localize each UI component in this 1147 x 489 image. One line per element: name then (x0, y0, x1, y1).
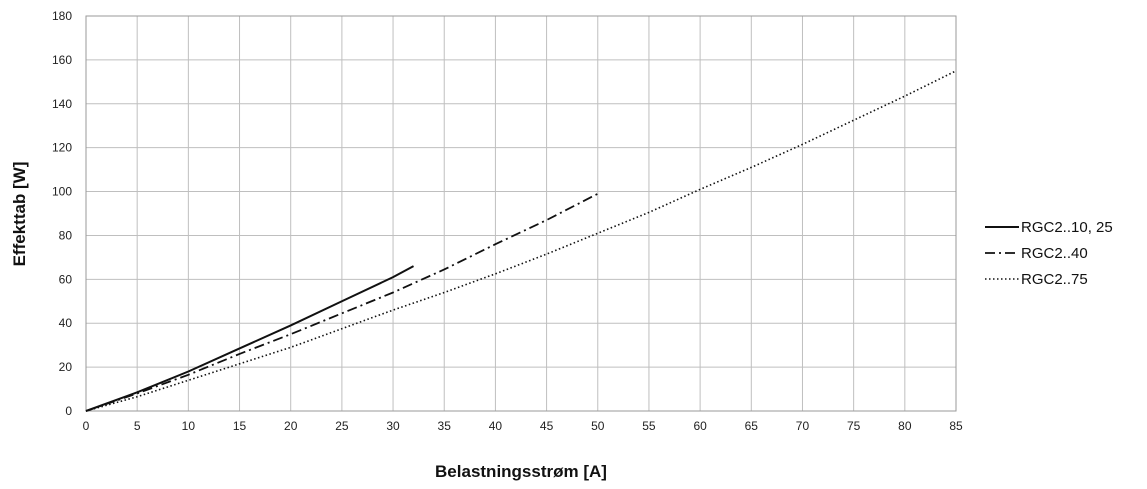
y-tick-label: 80 (59, 228, 73, 242)
legend-label-1: RGC2..10, 25 (1021, 219, 1113, 236)
y-tick-label: 0 (65, 404, 72, 418)
tick-layer: 0 5 10 15 20 25 30 35 40 45 50 55 60 65 70 75 80 85 0 20 40 6… (52, 9, 963, 433)
legend: RGC2..10, 25 RGC2..40 RGC2..75 (985, 219, 1113, 288)
plot-frame (85, 15, 957, 412)
y-tick-label: 100 (52, 185, 72, 199)
x-tick-label: 25 (335, 419, 349, 433)
x-tick-label: 40 (489, 419, 503, 433)
x-tick-label: 5 (134, 419, 141, 433)
y-tick-label: 20 (59, 360, 73, 374)
y-tick-label: 40 (59, 316, 73, 330)
x-tick-label: 55 (642, 419, 656, 433)
series-line-1 (85, 265, 415, 412)
x-tick-label: 70 (796, 419, 810, 433)
x-tick-label: 0 (83, 419, 90, 433)
x-tick-label: 30 (386, 419, 400, 433)
x-tick-label: 80 (898, 419, 912, 433)
x-tick-label: 85 (949, 419, 963, 433)
x-tick-label: 45 (540, 419, 554, 433)
y-tick-label: 180 (52, 9, 72, 23)
x-tick-label: 15 (233, 419, 247, 433)
legend-label-2: RGC2..40 (1021, 245, 1088, 262)
x-tick-label: 20 (284, 419, 298, 433)
x-tick-label: 10 (182, 419, 196, 433)
y-tick-label: 60 (59, 272, 73, 286)
x-tick-label: 65 (745, 419, 759, 433)
x-tick-label: 75 (847, 419, 861, 433)
legend-label-3: RGC2..75 (1021, 271, 1088, 288)
y-tick-label: 120 (52, 141, 72, 155)
y-axis-title: Effekttab [W] (10, 162, 29, 267)
x-tick-label: 50 (591, 419, 605, 433)
series-line-3 (85, 70, 957, 412)
grid-layer (85, 15, 957, 412)
y-tick-label: 160 (52, 53, 72, 67)
x-axis-title: Belastningsstrøm [A] (435, 462, 607, 481)
y-tick-label: 140 (52, 97, 72, 111)
series-layer (85, 70, 957, 412)
x-tick-label: 60 (693, 419, 707, 433)
x-tick-label: 35 (438, 419, 452, 433)
series-line-2 (85, 192, 599, 412)
